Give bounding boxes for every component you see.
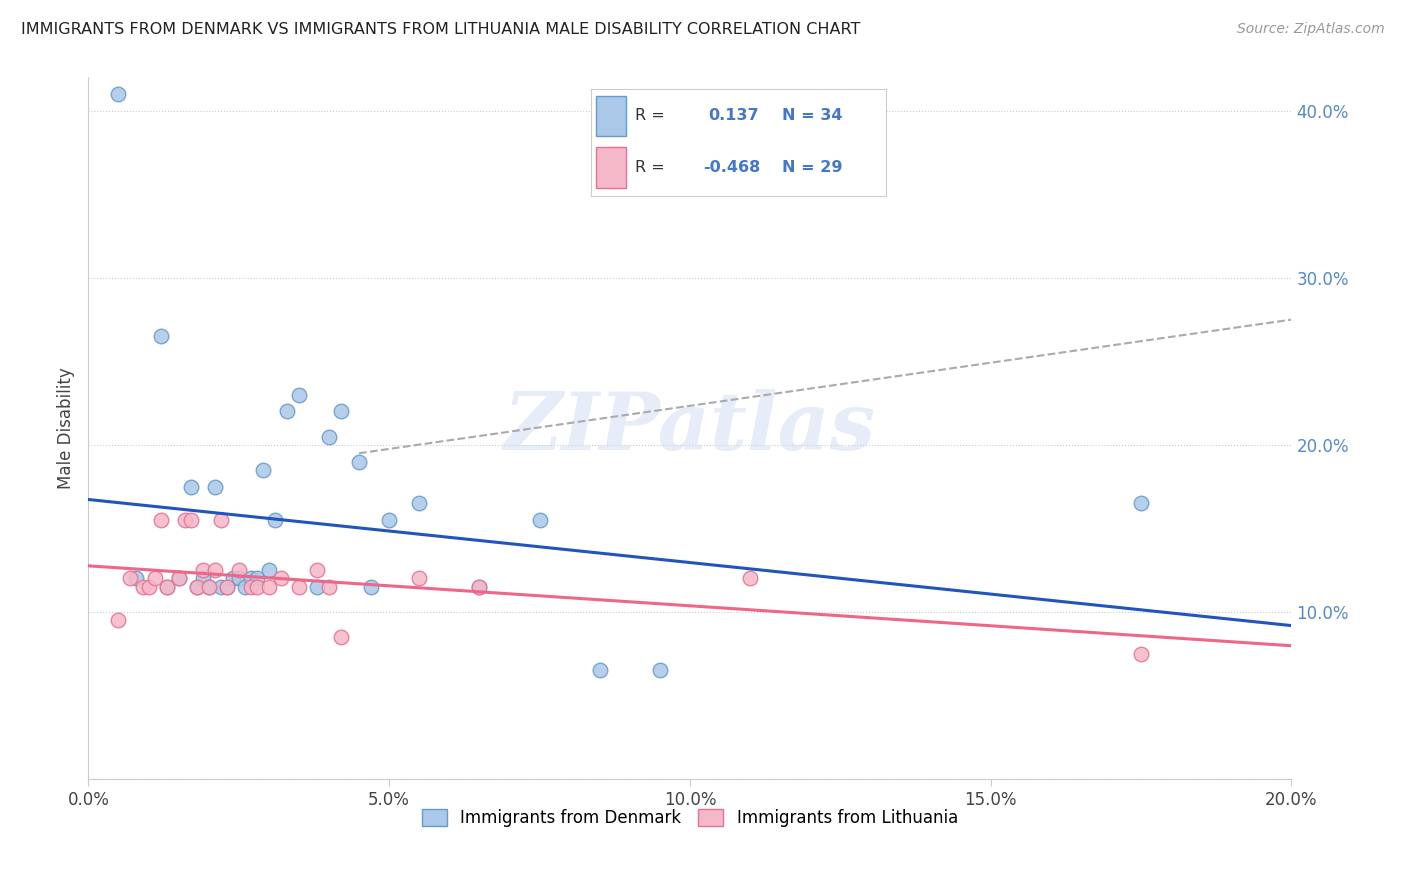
Point [408,496,430,510]
Point [589,664,612,678]
Point [191,563,214,577]
Point [246,580,269,594]
Point [180,480,202,494]
Point [330,630,353,644]
Point [204,563,226,577]
FancyBboxPatch shape [596,147,626,187]
Point [186,580,208,594]
Point [318,429,340,443]
Text: R =: R = [636,160,665,175]
Point [246,572,269,586]
Point [215,580,238,594]
Point [125,572,148,586]
Point [143,572,166,586]
Point [209,513,232,527]
Text: 0.137: 0.137 [709,109,759,123]
Legend: Immigrants from Denmark, Immigrants from Lithuania: Immigrants from Denmark, Immigrants from… [415,802,965,834]
Point [120,572,142,586]
Point [155,580,177,594]
Point [529,513,551,527]
Point [204,480,226,494]
Point [197,580,219,594]
Point [738,572,761,586]
Point [318,580,340,594]
Point [222,572,245,586]
Text: N = 29: N = 29 [782,160,844,175]
Point [1130,496,1153,510]
Point [197,580,219,594]
Point [173,513,195,527]
Point [330,404,353,418]
Point [378,513,401,527]
Point [228,563,250,577]
Text: IMMIGRANTS FROM DENMARK VS IMMIGRANTS FROM LITHUANIA MALE DISABILITY CORRELATION: IMMIGRANTS FROM DENMARK VS IMMIGRANTS FR… [21,22,860,37]
Point [191,572,214,586]
Point [360,580,382,594]
Point [167,572,190,586]
Text: N = 34: N = 34 [782,109,844,123]
FancyBboxPatch shape [596,95,626,136]
Point [186,580,208,594]
Point [107,613,129,627]
Point [180,513,202,527]
Point [305,563,328,577]
Point [167,572,190,586]
Point [288,388,311,402]
Point [149,329,172,343]
Point [138,580,160,594]
Text: R =: R = [636,109,665,123]
Point [305,580,328,594]
Point [155,580,177,594]
Point [468,580,491,594]
Text: ZIPatlas: ZIPatlas [503,390,876,467]
Point [270,572,292,586]
Point [228,572,250,586]
Point [257,580,280,594]
Text: -0.468: -0.468 [703,160,761,175]
Point [276,404,298,418]
Point [408,572,430,586]
Point [468,580,491,594]
Text: Source: ZipAtlas.com: Source: ZipAtlas.com [1237,22,1385,37]
Point [1130,647,1153,661]
Point [288,580,311,594]
Point [347,454,370,468]
Point [233,580,256,594]
Point [131,580,153,594]
Point [149,513,172,527]
Point [648,664,671,678]
Point [239,572,262,586]
Point [252,463,274,477]
Point [239,580,262,594]
Point [263,513,285,527]
Point [215,580,238,594]
Point [257,563,280,577]
Y-axis label: Male Disability: Male Disability [58,368,75,489]
Point [107,87,129,102]
Point [209,580,232,594]
